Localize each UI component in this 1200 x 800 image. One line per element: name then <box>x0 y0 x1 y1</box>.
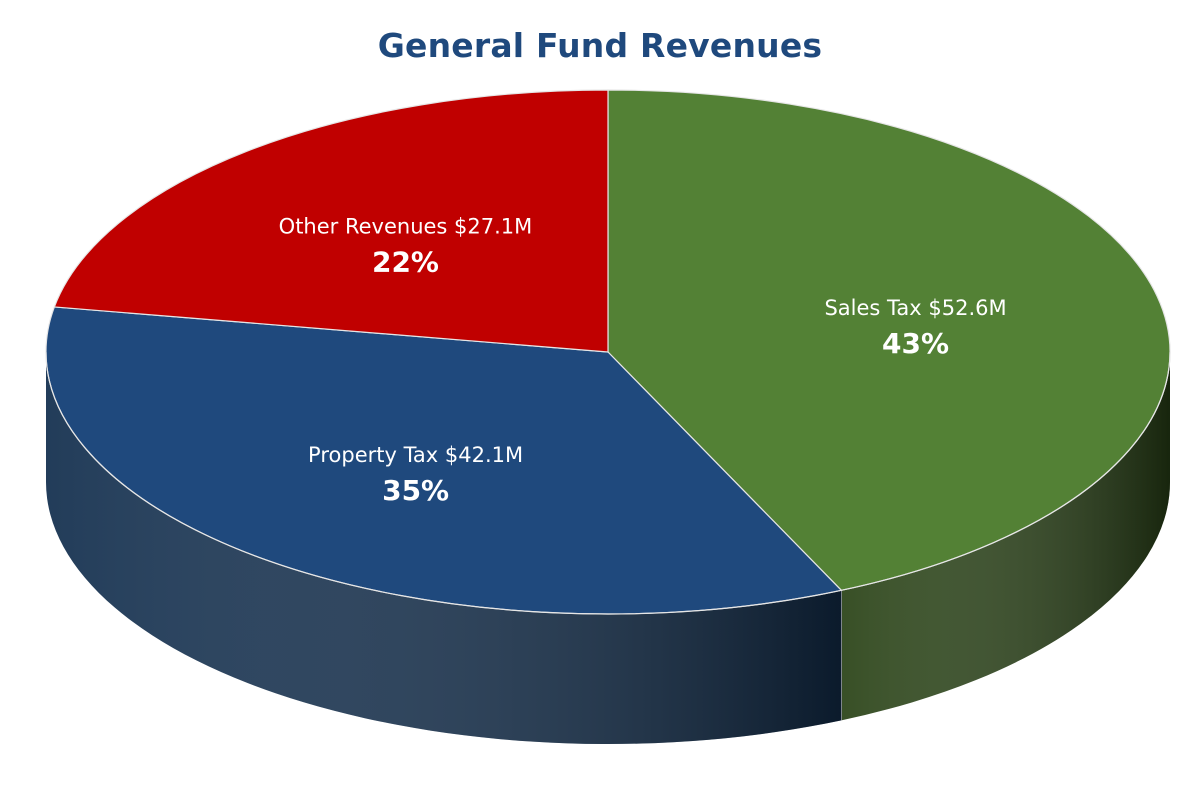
slice-percent-sales-tax: 43% <box>882 327 949 360</box>
pie-rim <box>45 351 1171 615</box>
slice-label-property-tax: Property Tax $42.1M <box>308 443 523 467</box>
pie-side-shading-property-tax <box>45 352 842 745</box>
slice-label-sales-tax: Sales Tax $52.6M <box>824 296 1006 320</box>
pie-side-shading-sales-tax <box>841 352 1170 721</box>
slice-percent-other-revenues: 22% <box>372 246 439 279</box>
pie-slice-other-revenues <box>53 89 609 353</box>
chart-title: General Fund Revenues <box>377 26 823 65</box>
pie-sides <box>45 352 1170 745</box>
pie-slices <box>45 89 1171 615</box>
slice-percent-property-tax: 35% <box>382 474 449 507</box>
slice-label-other-revenues: Other Revenues $27.1M <box>279 215 533 239</box>
pie-labels: Sales Tax $52.6M 43% Property Tax $42.1M 35… <box>279 215 1007 507</box>
